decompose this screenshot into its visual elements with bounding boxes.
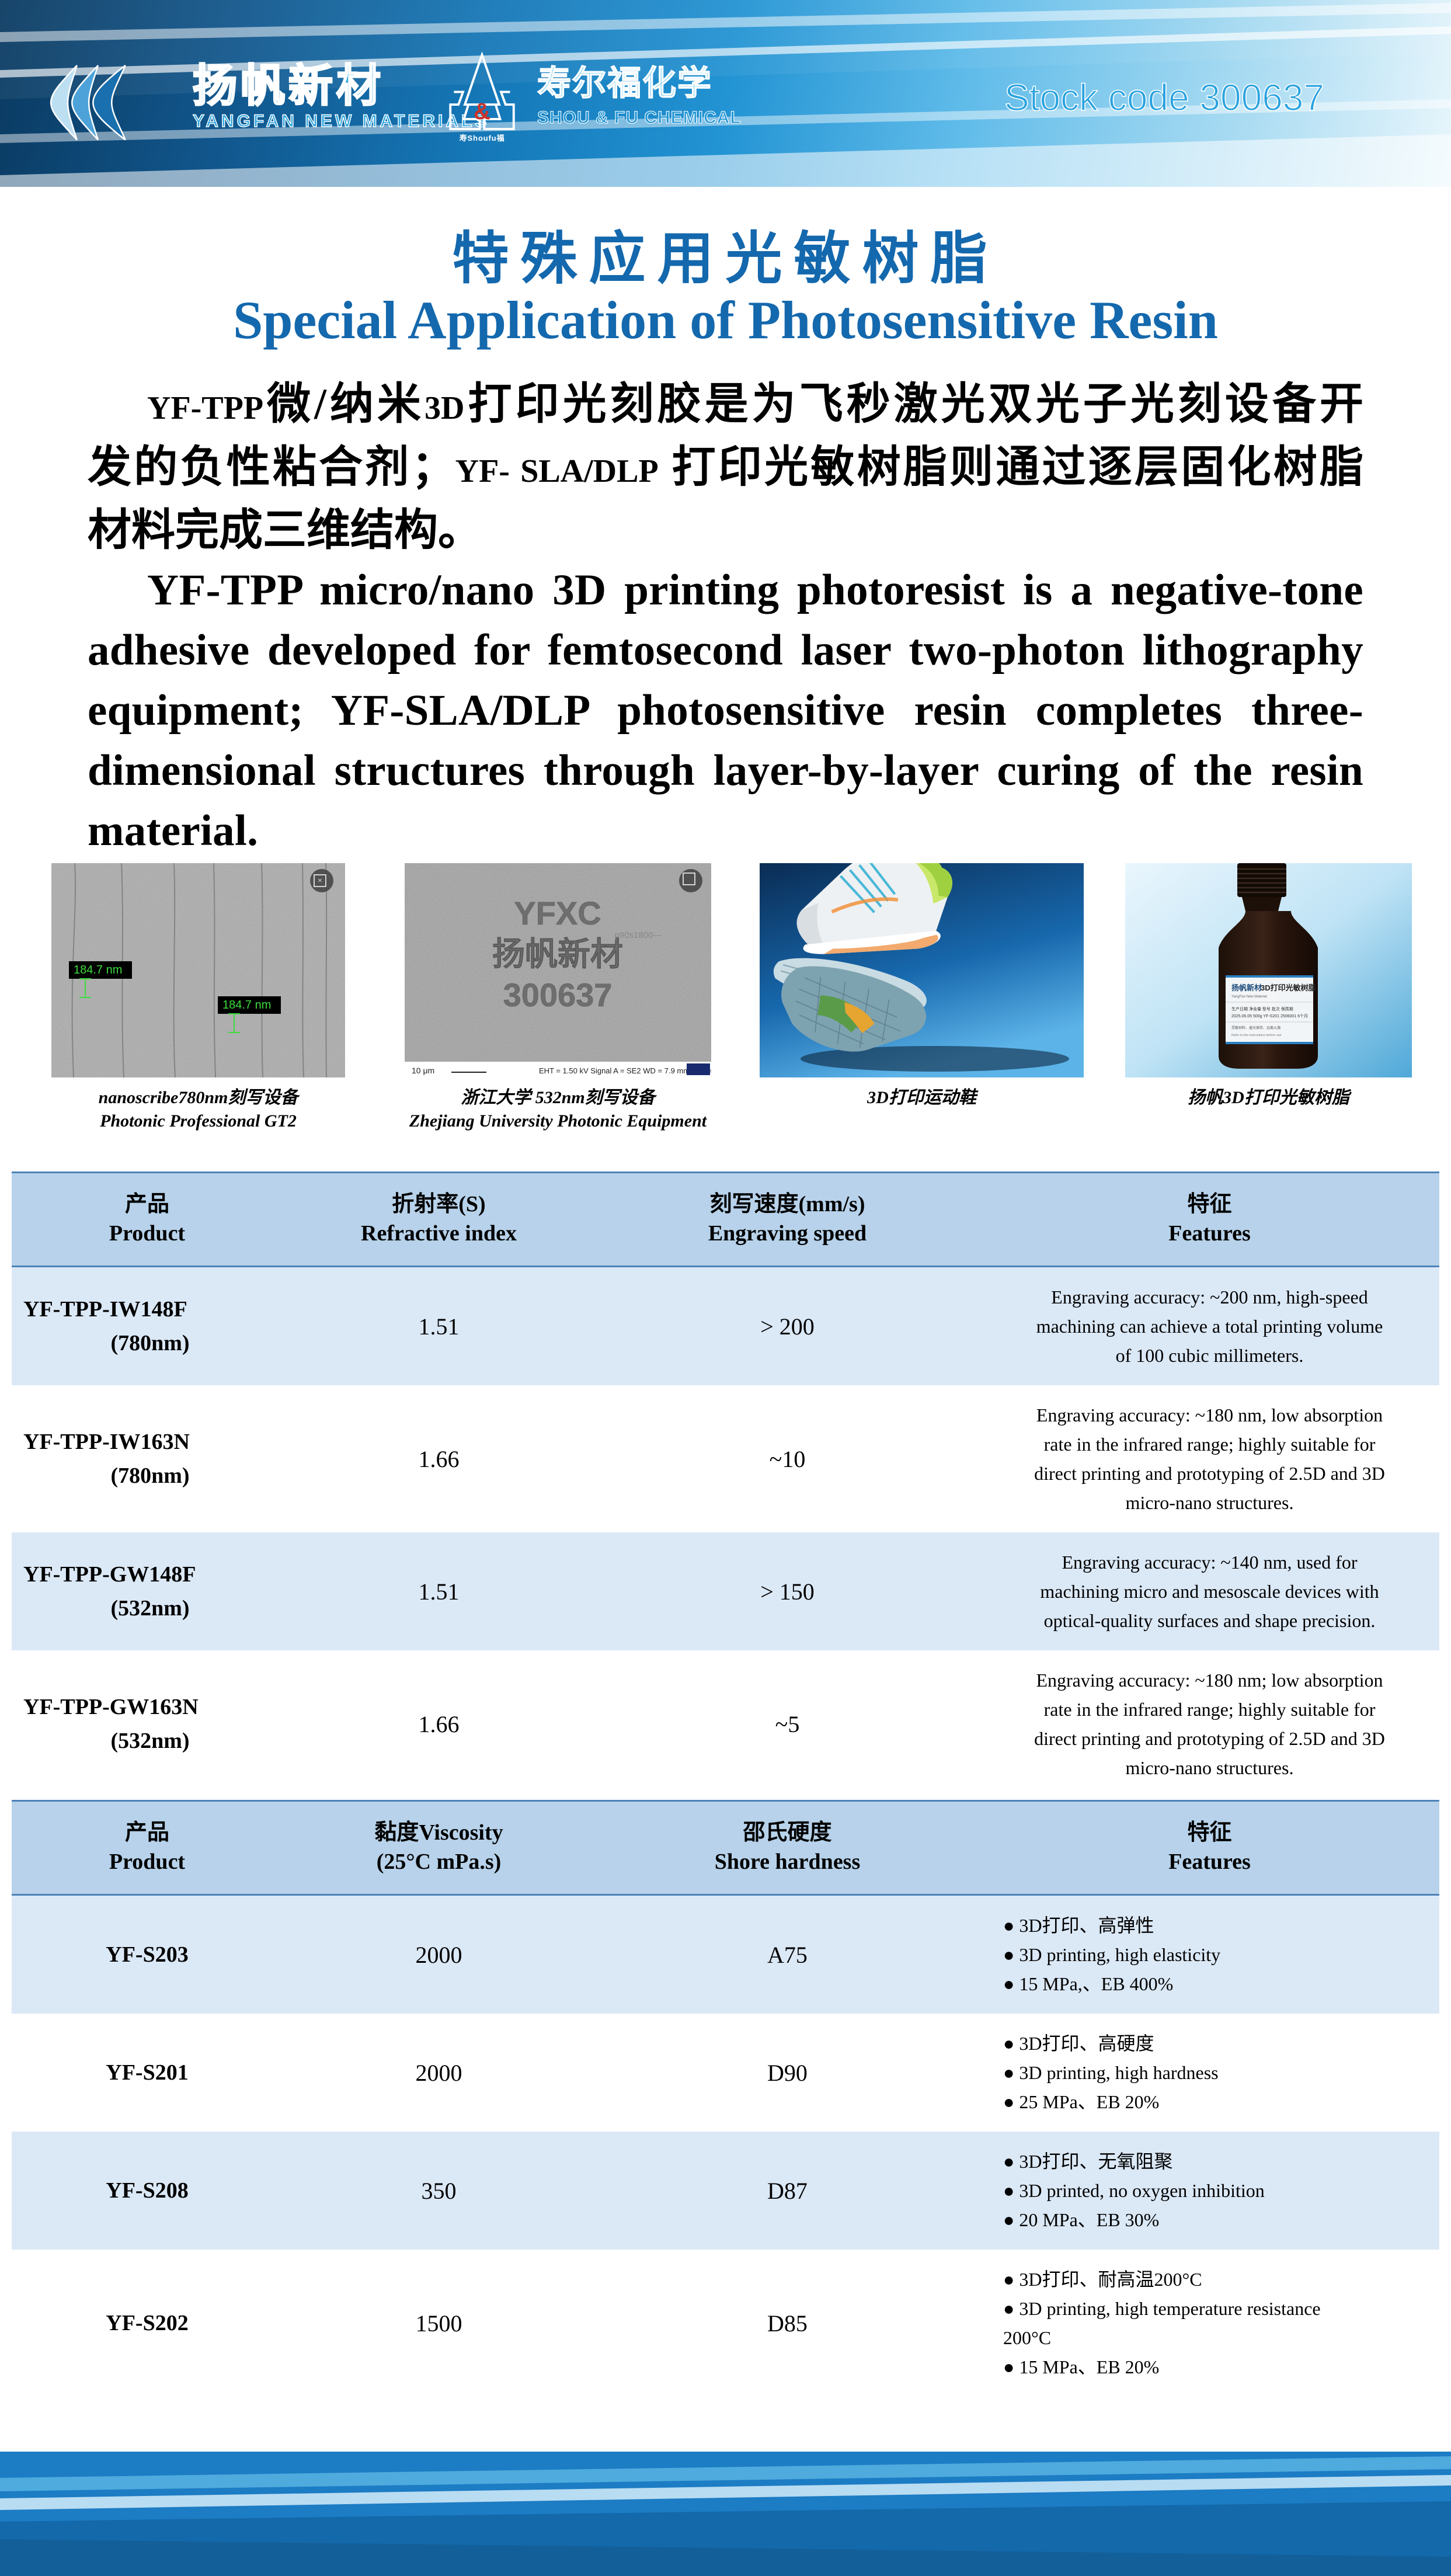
svg-text:YFXC: YFXC (514, 895, 601, 931)
svg-text:184.7 nm: 184.7 nm (222, 999, 271, 1011)
svg-text:×: × (318, 877, 322, 885)
svg-text:扬帆新材: 扬帆新材 (1231, 983, 1262, 992)
svg-text:2025.06.05 500g YF-S20: 2025.06.05 500g YF-S201 2506001 6个月 (1231, 1014, 1308, 1018)
svg-text:寿Shoufu福: 寿Shoufu福 (460, 133, 505, 142)
svg-text:灵敏材料、避光保存、远离火源: 灵敏材料、避光保存、远离火源 (1231, 1025, 1281, 1030)
svg-text:3D打印光敏树脂: 3D打印光敏树脂 (1261, 983, 1316, 992)
svg-text:扬帆新材: 扬帆新材 (492, 936, 623, 972)
svg-text:Refer to the instructions befo: Refer to the instructions before use (1231, 1034, 1282, 1037)
svg-text:EHT = 1.50 kV Signal A = SE2: EHT = 1.50 kV Signal A = SE2 WD = 7.9 mm… (539, 1066, 711, 1075)
svg-text:&: & (474, 98, 490, 124)
svg-text:YangFan New Material: YangFan New Material (1231, 995, 1267, 999)
svg-text:生产日期 净含量 型号 批: 生产日期 净含量 型号 批次 保质期 (1231, 1006, 1293, 1011)
svg-text:300637: 300637 (503, 976, 613, 1013)
svg-text:10 μm: 10 μm (412, 1066, 434, 1075)
svg-text:p90s1800---: p90s1800--- (615, 930, 662, 940)
svg-text:184.7 nm: 184.7 nm (74, 964, 122, 976)
